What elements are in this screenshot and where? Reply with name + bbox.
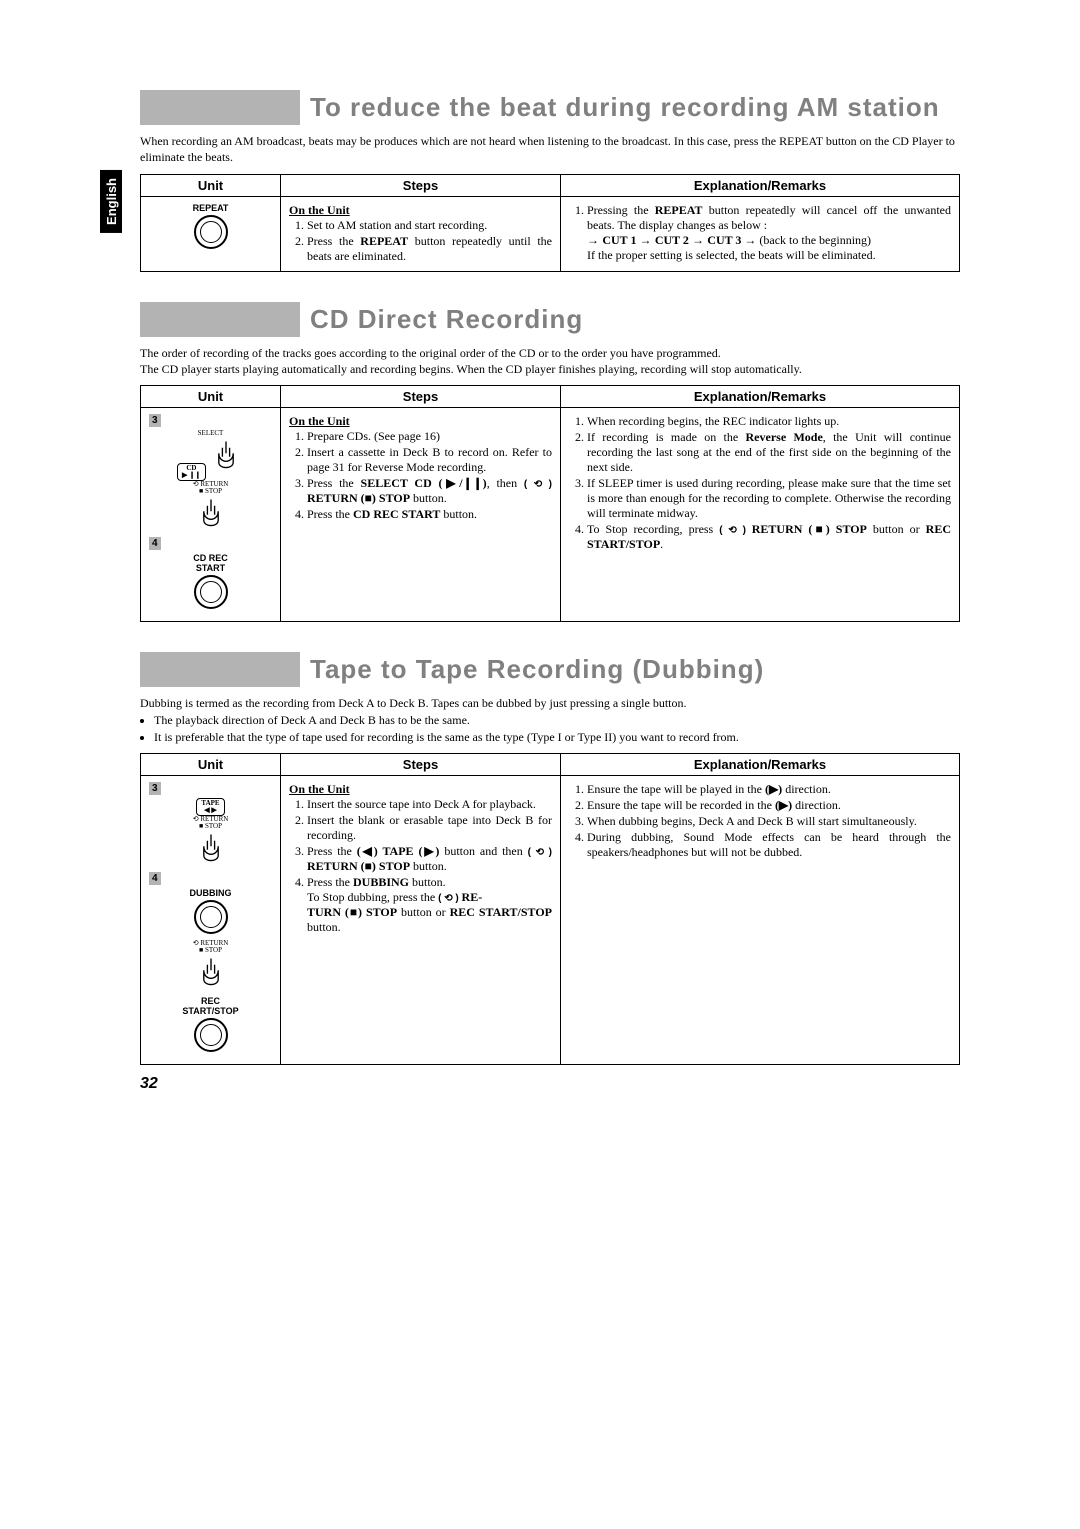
cdrec-label: CD REC START (149, 553, 272, 573)
th-explanation: Explanation/Remarks (561, 174, 960, 196)
s3-step4: Press the DUBBING button. To Stop dubbin… (307, 875, 552, 935)
section3-exp-cell: Ensure the tape will be played in the (▶… (561, 775, 960, 1064)
section1-header: To reduce the beat during recording AM s… (140, 90, 960, 125)
section1-unit-cell: REPEAT (141, 196, 281, 271)
section1-steps-cell: On the Unit Set to AM station and start … (281, 196, 561, 271)
section1-intro: When recording an AM broadcast, beats ma… (140, 133, 960, 165)
s3-step1: Insert the source tape into Deck A for p… (307, 797, 552, 812)
page-number: 32 (140, 1075, 960, 1093)
hand-press-icon (193, 495, 229, 531)
dubbing-button-icon (194, 900, 228, 934)
s2-step4: Press the CD REC START button. (307, 507, 552, 522)
marker-3: 3 (149, 414, 161, 427)
s2-exp2: If recording is made on the Reverse Mode… (587, 430, 951, 475)
select-label: SELECT (149, 430, 272, 437)
s2-step2: Insert a cassette in Deck B to record on… (307, 445, 552, 475)
cd-button-icon: CD▶ ❙❙ (177, 463, 206, 481)
s2-exp1: When recording begins, the REC indicator… (587, 414, 951, 429)
marker-4: 4 (149, 872, 161, 885)
marker-3: 3 (149, 782, 161, 795)
s3-intro-bullet2: It is preferable that the type of tape u… (154, 729, 960, 745)
hand-press-icon (193, 830, 229, 866)
section2-title: CD Direct Recording (300, 302, 583, 337)
rec-label: REC START/STOP (149, 996, 272, 1016)
header-bar (140, 302, 300, 337)
repeat-button-icon (194, 215, 228, 249)
tape-button-icon: TAPE◀ ▶ (196, 798, 224, 816)
section3-intro: Dubbing is termed as the recording from … (140, 695, 960, 745)
th-steps: Steps (281, 174, 561, 196)
section3-title: Tape to Tape Recording (Dubbing) (300, 652, 764, 687)
section3-table: Unit Steps Explanation/Remarks 3 TAPE◀ ▶… (140, 753, 960, 1065)
s3-intro-bullet1: The playback direction of Deck A and Dec… (154, 712, 960, 728)
section1-exp-cell: Pressing the REPEAT button repeatedly wi… (561, 196, 960, 271)
hand-press-icon (208, 437, 244, 473)
section2-header: CD Direct Recording (140, 302, 960, 337)
hand-press-icon (193, 954, 229, 990)
rec-button-icon (194, 1018, 228, 1052)
th-unit: Unit (141, 753, 281, 775)
s2-step1: Prepare CDs. (See page 16) (307, 429, 552, 444)
return-stop-label: ⟲ RETURN■ STOP (149, 816, 272, 830)
th-steps: Steps (281, 753, 561, 775)
th-steps: Steps (281, 386, 561, 408)
s1-step1: Set to AM station and start recording. (307, 218, 552, 233)
s3-exp1: Ensure the tape will be played in the (▶… (587, 782, 951, 797)
section1-table: Unit Steps Explanation/Remarks REPEAT On… (140, 174, 960, 272)
s3-step2: Insert the blank or erasable tape into D… (307, 813, 552, 843)
repeat-label: REPEAT (149, 203, 272, 213)
header-bar (140, 652, 300, 687)
s3-step3: Press the (◀) TAPE (▶) button and then (… (307, 844, 552, 874)
s2-exp3: If SLEEP timer is used during recording,… (587, 476, 951, 521)
section1-title: To reduce the beat during recording AM s… (300, 90, 940, 125)
section2-intro: The order of recording of the tracks goe… (140, 345, 960, 377)
dubbing-label: DUBBING (149, 888, 272, 898)
header-bar (140, 90, 300, 125)
section2-exp-cell: When recording begins, the REC indicator… (561, 408, 960, 622)
return-stop-label: ⟲ RETURN■ STOP (149, 940, 272, 954)
page-content: To reduce the beat during recording AM s… (140, 90, 960, 1093)
section2-steps-cell: On the Unit Prepare CDs. (See page 16) I… (281, 408, 561, 622)
section3-header: Tape to Tape Recording (Dubbing) (140, 652, 960, 687)
th-unit: Unit (141, 386, 281, 408)
on-unit-label: On the Unit (289, 414, 350, 428)
section2-table: Unit Steps Explanation/Remarks 3 SELECT … (140, 385, 960, 622)
th-unit: Unit (141, 174, 281, 196)
language-tab: English (100, 170, 122, 233)
section3-steps-cell: On the Unit Insert the source tape into … (281, 775, 561, 1064)
th-explanation: Explanation/Remarks (561, 753, 960, 775)
s2-exp4: To Stop recording, press ( ⟲ ) RETURN (■… (587, 522, 951, 552)
s3-exp3: When dubbing begins, Deck A and Deck B w… (587, 814, 951, 829)
section3-unit-cell: 3 TAPE◀ ▶ ⟲ RETURN■ STOP 4 DUBBING ⟲ RET… (141, 775, 281, 1064)
s1-step2: Press the REPEAT button repeatedly until… (307, 234, 552, 264)
th-explanation: Explanation/Remarks (561, 386, 960, 408)
s2-step3: Press the SELECT CD (▶/❙❙), then ( ⟲ ) R… (307, 476, 552, 506)
section2-unit-cell: 3 SELECT CD▶ ❙❙ ⟲ RETURN■ STOP 4 CD REC … (141, 408, 281, 622)
s1-exp1: Pressing the REPEAT button repeatedly wi… (587, 203, 951, 263)
on-unit-label: On the Unit (289, 782, 350, 796)
marker-4: 4 (149, 537, 161, 550)
s3-exp2: Ensure the tape will be recorded in the … (587, 798, 951, 813)
on-unit-label: On the Unit (289, 203, 350, 217)
s3-exp4: During dubbing, Sound Mode effects can b… (587, 830, 951, 860)
return-stop-label: ⟲ RETURN■ STOP (149, 481, 272, 495)
cdrec-button-icon (194, 575, 228, 609)
